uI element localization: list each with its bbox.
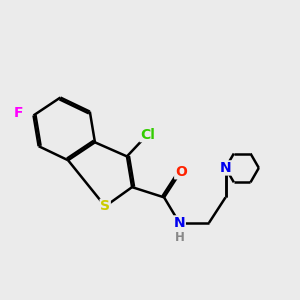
Text: S: S [100,199,110,213]
Text: N: N [220,161,231,175]
Text: F: F [14,106,23,120]
Text: Cl: Cl [140,128,155,142]
Text: O: O [175,165,187,179]
Text: H: H [175,231,184,244]
Text: N: N [174,216,185,230]
